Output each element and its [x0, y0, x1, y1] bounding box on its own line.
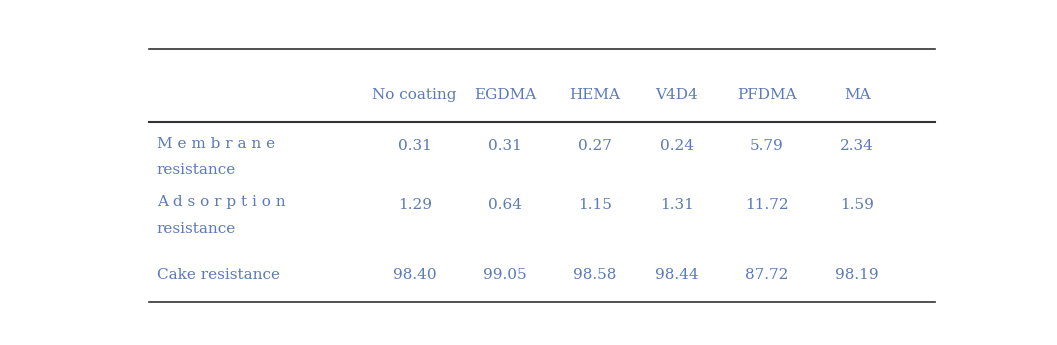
- Text: 0.27: 0.27: [578, 139, 612, 153]
- Text: 1.15: 1.15: [578, 198, 612, 212]
- Text: 98.58: 98.58: [573, 268, 616, 282]
- Text: 0.31: 0.31: [397, 139, 431, 153]
- Text: MA: MA: [843, 88, 870, 101]
- Text: HEMA: HEMA: [570, 88, 620, 101]
- Text: 2.34: 2.34: [840, 139, 874, 153]
- Text: 98.44: 98.44: [655, 268, 699, 282]
- Text: 0.64: 0.64: [488, 198, 522, 212]
- Text: EGDMA: EGDMA: [474, 88, 536, 101]
- Text: 5.79: 5.79: [750, 139, 784, 153]
- Text: 98.19: 98.19: [835, 268, 879, 282]
- Text: 1.59: 1.59: [840, 198, 874, 212]
- Text: M e m b r a n e: M e m b r a n e: [156, 137, 275, 151]
- Text: Cake resistance: Cake resistance: [156, 268, 280, 282]
- Text: PFDMA: PFDMA: [737, 88, 797, 101]
- Text: 87.72: 87.72: [745, 268, 789, 282]
- Text: No coating: No coating: [372, 88, 457, 101]
- Text: 1.29: 1.29: [397, 198, 431, 212]
- Text: 98.40: 98.40: [393, 268, 437, 282]
- Text: resistance: resistance: [156, 222, 236, 236]
- Text: V4D4: V4D4: [655, 88, 699, 101]
- Text: 99.05: 99.05: [483, 268, 526, 282]
- Text: resistance: resistance: [156, 163, 236, 177]
- Text: 0.24: 0.24: [660, 139, 693, 153]
- Text: 11.72: 11.72: [745, 198, 789, 212]
- Text: 1.31: 1.31: [660, 198, 693, 212]
- Text: A d s o r p t i o n: A d s o r p t i o n: [156, 195, 285, 209]
- Text: 0.31: 0.31: [488, 139, 522, 153]
